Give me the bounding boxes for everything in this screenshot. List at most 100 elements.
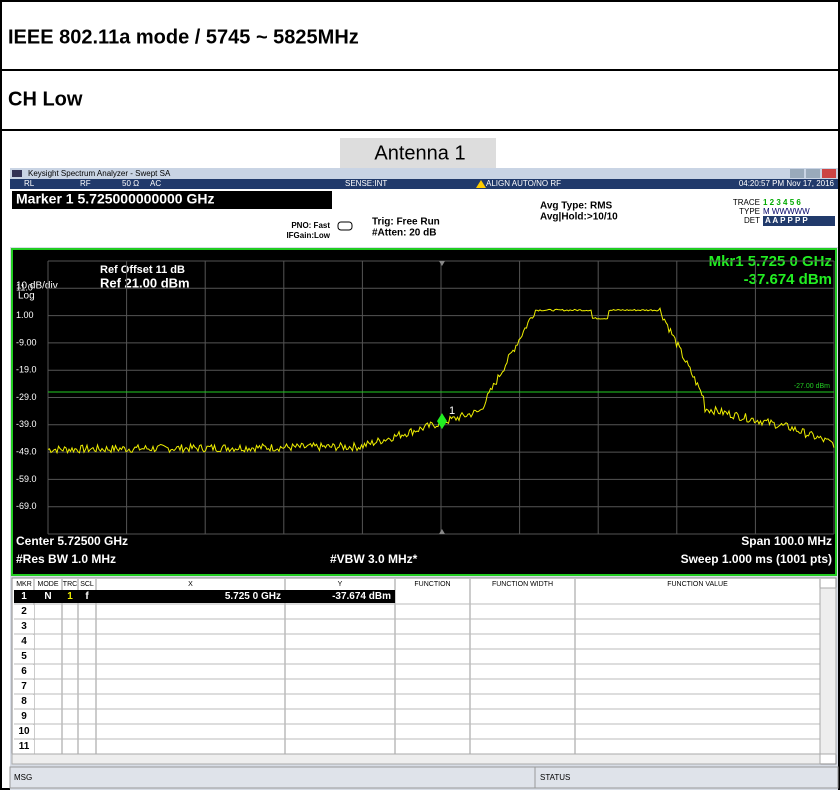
- y-label: -69.0: [16, 501, 37, 511]
- y-label: 1.00: [16, 310, 34, 320]
- span: Span 100.0 MHz: [741, 534, 832, 548]
- scale: 10 dB/div: [16, 281, 58, 292]
- y-label: -29.0: [16, 392, 37, 402]
- cell: 5.725 0 GHz: [225, 591, 281, 602]
- mkr-level: -37.674 dBm: [744, 271, 832, 288]
- det-label: DET: [744, 216, 760, 225]
- mkr-cell: [14, 665, 34, 679]
- status: STATUS: [540, 773, 570, 782]
- warning-icon: [476, 180, 486, 188]
- y-label: -39.0: [16, 419, 37, 429]
- status-item: AC: [150, 179, 161, 188]
- center: Center 5.72500 GHz: [16, 534, 128, 548]
- selected-row: [14, 590, 395, 603]
- mkr-cell: [14, 650, 34, 664]
- column-header: FUNCTION WIDTH: [492, 581, 553, 588]
- pno: PNO: Fast: [291, 221, 330, 230]
- column-header: Y: [338, 581, 343, 588]
- status-item: 04:20:57 PM Nov 17, 2016: [739, 179, 835, 188]
- cell: 4: [21, 636, 27, 647]
- cell: 6: [21, 666, 27, 677]
- det-bg: [763, 216, 835, 226]
- mkr-cell: [14, 710, 34, 724]
- marker-diamond: [437, 413, 447, 430]
- status-item: RF: [80, 179, 91, 188]
- column-header: SCL: [80, 581, 94, 588]
- avg-hold: Avg|Hold:>10/10: [540, 212, 618, 223]
- marker-readout: Marker 1 5.725000000000 GHz: [16, 191, 214, 207]
- mkr-cell: [14, 725, 34, 739]
- y-label: -49.0: [16, 446, 37, 456]
- trig-icon: [337, 221, 353, 231]
- cell: 3: [21, 621, 27, 632]
- y-label: 11.0: [16, 283, 33, 293]
- msg: MSG: [14, 773, 32, 782]
- cell: 1: [67, 591, 73, 602]
- status-line: [10, 179, 838, 189]
- ref-level: Ref 21.00 dBm: [100, 275, 190, 290]
- display-line-label: -27.00 dBm: [794, 383, 830, 390]
- column-header: TRC: [63, 581, 77, 588]
- log: Log: [18, 291, 35, 302]
- cell: 8: [21, 696, 27, 707]
- trace-label: TRACE: [733, 198, 760, 207]
- btn-min[interactable]: [790, 169, 804, 178]
- column-header: MODE: [38, 581, 59, 588]
- mkr-cell: [14, 635, 34, 649]
- trace-nums: 1 2 3 4 5 6: [763, 198, 801, 207]
- cell: f: [85, 591, 89, 602]
- channel: CH Low: [8, 88, 83, 110]
- type-label: TYPE: [739, 207, 760, 216]
- cell: N: [44, 591, 51, 602]
- det-value: A A P P P P: [765, 216, 808, 225]
- column-header: FUNCTION VALUE: [667, 581, 728, 588]
- mkr-cell: [14, 605, 34, 619]
- mkr-cell: [14, 740, 34, 754]
- type-value: M WWWWW: [763, 207, 810, 216]
- cell: 11: [19, 741, 30, 752]
- btn-max[interactable]: [806, 169, 820, 178]
- h-scrollbar[interactable]: [11, 753, 821, 765]
- marker-table: [11, 577, 837, 765]
- cell: 1: [21, 591, 27, 602]
- app-icon: [12, 170, 22, 177]
- vbw: #VBW 3.0 MHz*: [330, 552, 418, 566]
- btn-close[interactable]: [822, 169, 836, 178]
- ref-offset: Ref Offset 11 dB: [100, 264, 185, 276]
- title-bar: [10, 168, 838, 179]
- atten: #Atten: 20 dB: [372, 228, 436, 239]
- antenna-bg: [340, 138, 496, 168]
- sweep: Sweep 1.000 ms (1001 pts): [681, 552, 832, 566]
- antenna: Antenna 1: [374, 142, 465, 164]
- marker-box: [12, 191, 332, 209]
- mkr-cell: [14, 620, 34, 634]
- column-header: FUNCTION: [414, 581, 450, 588]
- status-item: RL: [24, 179, 35, 188]
- cell: 7: [21, 681, 27, 692]
- cell: 2: [21, 606, 27, 617]
- status-item: 50 Ω: [122, 179, 139, 188]
- cell: -37.674 dBm: [332, 591, 391, 602]
- cell: 9: [21, 711, 27, 722]
- status-item: ALIGN AUTO/NO RF: [486, 179, 561, 188]
- y-label: -9.00: [16, 337, 37, 347]
- y-label: -19.0: [16, 365, 37, 375]
- marker-label: 1: [449, 405, 455, 417]
- rbw: #Res BW 1.0 MHz: [16, 552, 116, 566]
- v-scrollbar[interactable]: [819, 587, 837, 755]
- display: [11, 248, 837, 576]
- status-item: SENSE:INT: [345, 179, 387, 188]
- column-header: X: [188, 581, 193, 588]
- column-header: MKR: [16, 581, 32, 588]
- y-label: -59.0: [16, 474, 37, 484]
- mkr-cell: [14, 680, 34, 694]
- avg-type: Avg Type: RMS: [540, 201, 613, 212]
- report-title: IEEE 802.11a mode / 5745 ~ 5825MHz: [8, 26, 359, 48]
- mkr-cell: [14, 695, 34, 709]
- cell: 5: [21, 651, 27, 662]
- ifgain: IFGain:Low: [286, 231, 330, 240]
- trig: Trig: Free Run: [372, 217, 440, 228]
- cell: 10: [18, 726, 30, 737]
